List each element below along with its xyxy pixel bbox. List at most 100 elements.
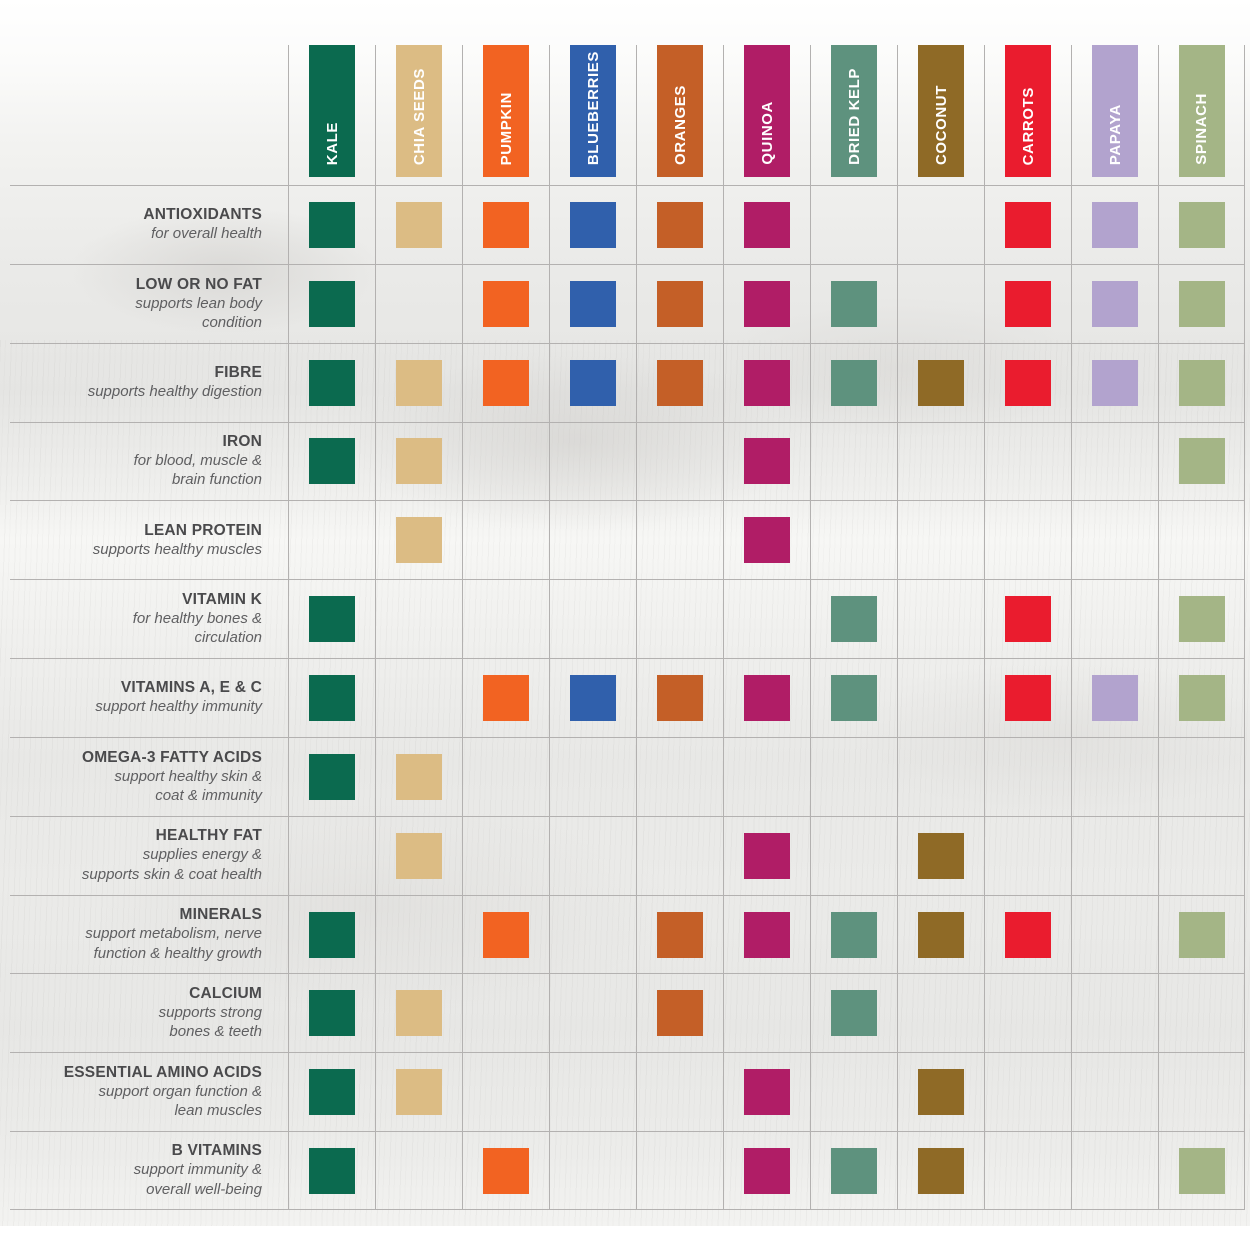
ingredient-label: DRIED KELP bbox=[845, 68, 863, 165]
nutrient-swatch bbox=[396, 1069, 442, 1116]
matrix-cell bbox=[636, 973, 723, 1053]
nutrient-swatch bbox=[309, 1147, 355, 1194]
column-header-dried-kelp: DRIED KELP bbox=[810, 45, 897, 185]
nutrient-swatch bbox=[831, 674, 877, 721]
matrix-cell bbox=[636, 579, 723, 659]
nutrient-swatch bbox=[744, 438, 790, 485]
matrix-cell bbox=[1071, 579, 1158, 659]
matrix-cell bbox=[462, 815, 549, 895]
nutrient-swatch bbox=[1178, 911, 1225, 958]
nutrient-swatch bbox=[309, 753, 355, 800]
matrix-cell bbox=[549, 658, 636, 737]
nutrient-swatch bbox=[831, 911, 877, 958]
nutrient-swatch bbox=[744, 911, 790, 958]
ingredient-swatch-bar: PAPAYA bbox=[1092, 45, 1138, 177]
nutrient-swatch bbox=[570, 201, 616, 248]
matrix-cell bbox=[1071, 185, 1158, 264]
ingredient-swatch-bar: QUINOA bbox=[744, 45, 790, 177]
matrix-cell bbox=[984, 421, 1071, 501]
nutrient-swatch bbox=[396, 438, 442, 485]
matrix-cell bbox=[549, 973, 636, 1053]
matrix-cell bbox=[810, 185, 897, 264]
row-subtitle: support healthy skin & coat & immunity bbox=[114, 767, 262, 804]
matrix-cell bbox=[1158, 1131, 1245, 1210]
matrix-cell bbox=[897, 973, 984, 1053]
matrix-cell bbox=[636, 421, 723, 501]
nutrient-swatch bbox=[1005, 596, 1051, 643]
ingredient-label: QUINOA bbox=[758, 101, 776, 165]
row-title: HEALTHY FAT bbox=[155, 827, 262, 845]
nutrient-swatch bbox=[657, 911, 703, 958]
matrix-cell bbox=[288, 263, 375, 343]
matrix-cell bbox=[723, 973, 810, 1053]
nutrient-swatch bbox=[309, 990, 355, 1037]
matrix-cell bbox=[636, 815, 723, 895]
row-subtitle: support organ function & lean muscles bbox=[98, 1083, 262, 1120]
row-label-healthy-fat: HEALTHY FAT supplies energy & supports sk… bbox=[10, 815, 288, 895]
nutrient-swatch bbox=[309, 280, 355, 327]
matrix-cell bbox=[375, 815, 462, 895]
matrix-cell bbox=[549, 342, 636, 422]
matrix-cell bbox=[1071, 894, 1158, 974]
nutrient-swatch bbox=[570, 674, 616, 721]
ingredient-label: CARROTS bbox=[1019, 86, 1037, 165]
row-subtitle: supports healthy digestion bbox=[87, 383, 262, 401]
nutrient-swatch bbox=[918, 911, 964, 958]
matrix-cell bbox=[1158, 421, 1245, 501]
row-label-minerals: MINERALS support metabolism, nerve functi… bbox=[10, 894, 288, 974]
row-label-lean-protein: LEAN PROTEIN supports healthy muscles bbox=[10, 500, 288, 579]
matrix-cell bbox=[723, 815, 810, 895]
matrix-cell bbox=[897, 500, 984, 580]
matrix-cell bbox=[1158, 185, 1245, 264]
matrix-cell bbox=[549, 185, 636, 264]
matrix-cell bbox=[1071, 973, 1158, 1053]
matrix-cell bbox=[288, 342, 375, 422]
matrix-cell bbox=[810, 342, 897, 422]
row-label-antioxidants: ANTIOXIDANTS for overall health bbox=[10, 185, 288, 264]
matrix-cell bbox=[288, 658, 375, 737]
matrix-cell bbox=[897, 736, 984, 816]
matrix-cell bbox=[984, 815, 1071, 895]
matrix-cell bbox=[897, 894, 984, 974]
nutrient-swatch bbox=[396, 753, 442, 800]
row-title: LEAN PROTEIN bbox=[144, 521, 262, 539]
nutrient-swatch bbox=[744, 201, 790, 248]
matrix-cell bbox=[897, 263, 984, 343]
matrix-cell bbox=[1071, 421, 1158, 501]
row-subtitle: for blood, muscle & brain function bbox=[133, 452, 262, 489]
matrix-cell bbox=[723, 185, 810, 264]
nutrient-swatch bbox=[1092, 359, 1138, 406]
nutrient-swatch bbox=[483, 359, 529, 406]
ingredient-label: CHIA SEEDS bbox=[410, 67, 428, 165]
matrix-cell bbox=[1071, 658, 1158, 737]
nutrient-swatch bbox=[309, 1069, 355, 1116]
matrix-cell bbox=[375, 736, 462, 816]
matrix-cell bbox=[636, 500, 723, 580]
nutrient-swatch bbox=[309, 201, 355, 248]
nutrient-swatch bbox=[1005, 280, 1051, 327]
matrix-cell bbox=[462, 973, 549, 1053]
matrix-cell bbox=[375, 342, 462, 422]
matrix-cell bbox=[549, 579, 636, 659]
nutrient-swatch bbox=[831, 596, 877, 643]
column-header-kale: KALE bbox=[288, 45, 375, 185]
matrix-cell bbox=[288, 185, 375, 264]
ingredient-label: KALE bbox=[323, 121, 341, 165]
matrix-cell bbox=[984, 342, 1071, 422]
matrix-cell bbox=[375, 263, 462, 343]
matrix-cell bbox=[897, 185, 984, 264]
nutrient-swatch bbox=[744, 674, 790, 721]
matrix-cell bbox=[375, 500, 462, 580]
matrix-cell bbox=[462, 736, 549, 816]
nutrient-swatch bbox=[1178, 438, 1225, 485]
column-header-coconut: COCONUT bbox=[897, 45, 984, 185]
matrix-cell bbox=[549, 815, 636, 895]
nutrient-swatch bbox=[396, 990, 442, 1037]
matrix-cell bbox=[810, 736, 897, 816]
row-title: FIBRE bbox=[214, 364, 262, 382]
nutrient-swatch bbox=[309, 911, 355, 958]
matrix-cell bbox=[549, 1131, 636, 1210]
